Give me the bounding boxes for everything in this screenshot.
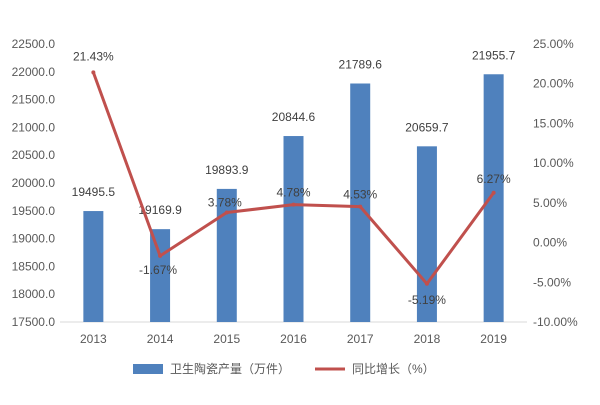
line-point bbox=[224, 210, 229, 215]
y-right-tick-label: -10.00% bbox=[533, 315, 578, 329]
y-left-tick-label: 22000.0 bbox=[12, 65, 56, 79]
bar bbox=[350, 83, 371, 323]
x-tick-label: 2014 bbox=[147, 332, 174, 346]
bar bbox=[83, 211, 104, 322]
bar bbox=[216, 188, 237, 322]
y-left-tick-label: 22500.0 bbox=[12, 37, 56, 51]
x-axis-ticks: 2013 2014 2015 2016 2017 2018 2019 bbox=[80, 332, 507, 346]
bar-data-labels: 19495.5 19169.9 19893.9 20844.6 21789.6 20659… bbox=[72, 48, 516, 217]
x-tick-label: 2019 bbox=[480, 332, 507, 346]
y-axis-left-ticks: 17500.0 18000.0 18500.0 19000.0 19500.0 20000… bbox=[12, 37, 56, 329]
bar-data-label: 19169.9 bbox=[138, 203, 182, 217]
legend-bar-swatch bbox=[133, 364, 163, 374]
bar-data-label: 20844.6 bbox=[272, 110, 316, 124]
y-right-tick-label: 5.00% bbox=[533, 196, 567, 210]
y-left-tick-label: 20000.0 bbox=[12, 176, 56, 190]
y-axis-right-ticks: -10.00% -5.00% 0.00% 5.00% 10.00% 15.00% 20.00… bbox=[533, 37, 578, 329]
line-data-label: 3.78% bbox=[208, 196, 242, 210]
x-tick-label: 2015 bbox=[213, 332, 240, 346]
line-data-label: -5.19% bbox=[408, 293, 446, 307]
y-right-tick-label: 10.00% bbox=[533, 156, 574, 170]
y-right-tick-label: 0.00% bbox=[533, 236, 567, 250]
line-point bbox=[358, 204, 363, 209]
x-tick-label: 2018 bbox=[414, 332, 441, 346]
x-tick-label: 2013 bbox=[80, 332, 107, 346]
line-data-label: 4.78% bbox=[276, 186, 310, 200]
y-right-tick-label: 20.00% bbox=[533, 77, 574, 91]
line-point bbox=[91, 70, 96, 75]
line-data-label: -1.67% bbox=[139, 263, 177, 277]
line-data-label: 4.53% bbox=[343, 188, 377, 202]
y-left-tick-label: 18500.0 bbox=[12, 259, 56, 273]
y-right-tick-label: -5.00% bbox=[533, 275, 571, 289]
bar-data-label: 19893.9 bbox=[205, 163, 249, 177]
legend-line-label: 同比增长（%） bbox=[352, 362, 435, 376]
y-left-tick-label: 18000.0 bbox=[12, 287, 56, 301]
y-right-tick-label: 15.00% bbox=[533, 116, 574, 130]
bar-data-label: 21789.6 bbox=[339, 57, 383, 71]
line-data-label: 6.27% bbox=[477, 172, 511, 186]
y-left-tick-label: 20500.0 bbox=[12, 148, 56, 162]
legend: 卫生陶瓷产量（万件） 同比增长（%） bbox=[133, 361, 435, 376]
bar-series bbox=[83, 74, 504, 323]
bar-data-label: 21955.7 bbox=[472, 48, 516, 62]
x-tick-label: 2016 bbox=[280, 332, 307, 346]
y-left-tick-label: 21000.0 bbox=[12, 120, 56, 134]
x-tick-label: 2017 bbox=[347, 332, 374, 346]
line-point bbox=[291, 202, 296, 207]
bar bbox=[283, 136, 304, 322]
y-left-tick-label: 17500.0 bbox=[12, 315, 56, 329]
line-data-labels: 21.43% -1.67% 3.78% 4.78% 4.53% -5.19% 6.27% bbox=[73, 49, 511, 306]
y-left-tick-label: 19500.0 bbox=[12, 204, 56, 218]
line-point bbox=[424, 281, 429, 286]
bar-data-label: 20659.7 bbox=[405, 120, 449, 134]
line-point bbox=[491, 190, 496, 195]
line-series bbox=[91, 70, 496, 286]
line-point bbox=[158, 253, 163, 258]
legend-bar-label: 卫生陶瓷产量（万件） bbox=[170, 361, 290, 376]
bar-data-label: 19495.5 bbox=[72, 185, 116, 199]
bar bbox=[483, 74, 504, 322]
y-left-tick-label: 21500.0 bbox=[12, 93, 56, 107]
line-data-label: 21.43% bbox=[73, 49, 114, 63]
y-left-tick-label: 19000.0 bbox=[12, 232, 56, 246]
y-right-tick-label: 25.00% bbox=[533, 37, 574, 51]
